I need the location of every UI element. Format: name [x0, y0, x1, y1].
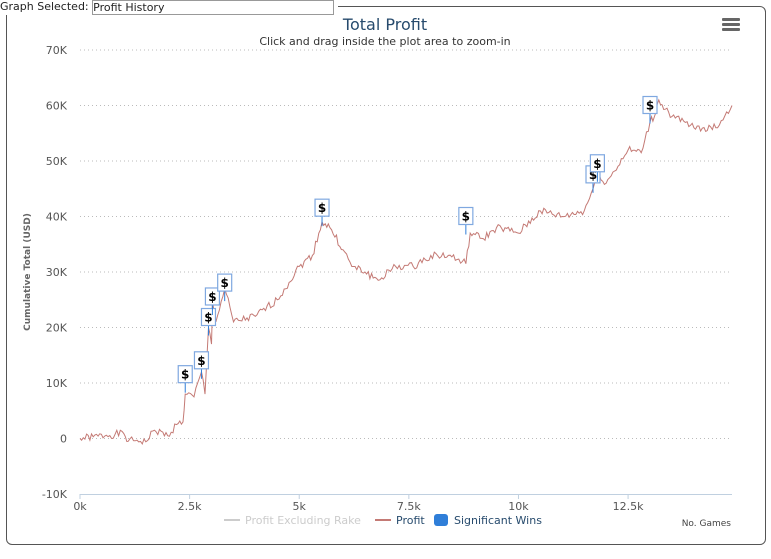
flag-label: $ [204, 311, 212, 325]
flag-label: $ [593, 157, 601, 171]
legend-item-profit: Profit [396, 514, 425, 527]
x-tick-label: 2.5k [178, 500, 202, 513]
y-tick-label: 30K [46, 266, 68, 279]
graph-select[interactable]: Profit History [92, 0, 335, 15]
flag-label: $ [646, 99, 654, 113]
significant-win-flag [642, 95, 658, 115]
y-tick-label: 40K [46, 211, 68, 224]
significant-win-flag [458, 206, 474, 226]
significant-win-flag [177, 365, 193, 384]
x-tick-label: 7.5k [397, 500, 421, 513]
y-tick-label: 60K [46, 100, 68, 113]
y-tick-label: 70K [46, 44, 68, 57]
graph-selector-label: Graph Selected: [0, 0, 89, 13]
significant-win-flag [204, 287, 221, 306]
x-tick-label: 5k [293, 500, 307, 513]
x-tick-label: 12.5k [613, 500, 644, 513]
y-tick-label: -10K [42, 488, 68, 501]
series-line-profit [79, 98, 733, 445]
chart-subtitle: Click and drag inside the plot area to z… [259, 35, 510, 48]
x-tick-label: 0k [73, 500, 87, 513]
legend-symbol-significant-wins [434, 514, 448, 526]
legend-item-profit-excluding-rake: Profit Excluding Rake [245, 514, 361, 527]
significant-win-flag [193, 351, 210, 370]
y-tick-label: 0 [60, 433, 67, 446]
y-tick-label: 20K [46, 322, 68, 335]
flag-label: $ [181, 368, 189, 382]
y-tick-label: 10K [46, 377, 68, 390]
flag-label: $ [318, 201, 326, 215]
significant-win-flag [589, 154, 605, 173]
flag-label: $ [208, 290, 216, 304]
y-tick-label: 50K [46, 155, 68, 168]
x-axis-title: No. Games [682, 519, 732, 529]
chart-menu-button[interactable] [722, 18, 740, 32]
y-axis-title: Cumulative Total (USD) [23, 213, 33, 331]
x-tick-label: 10k [508, 500, 529, 513]
flag-label: $ [462, 210, 470, 224]
significant-win-flag [217, 273, 233, 292]
graph-selector: Graph Selected: Profit History [0, 0, 339, 15]
significant-win-flag [314, 198, 330, 217]
flag-label: $ [197, 354, 205, 368]
legend-item-significant-wins: Significant Wins [454, 514, 542, 527]
flag-label: $ [589, 168, 597, 182]
chart-title: Total Profit [342, 15, 427, 34]
flag-label: $ [221, 276, 229, 290]
